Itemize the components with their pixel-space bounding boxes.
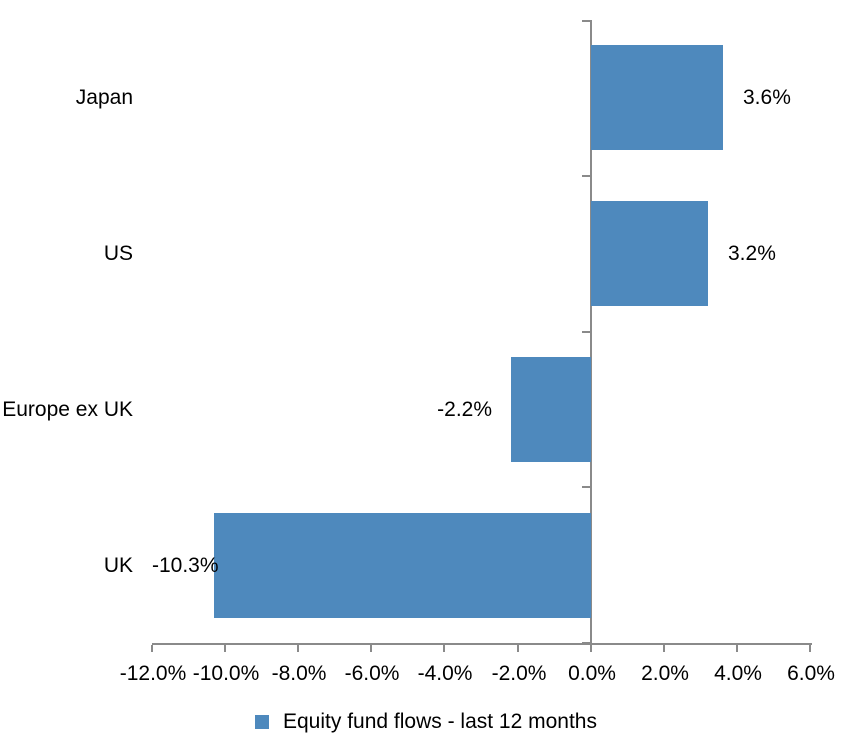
x-tick-label: -6.0% xyxy=(344,662,400,685)
x-axis-tick xyxy=(736,645,738,652)
x-axis-line xyxy=(152,643,812,645)
category-label: Europe ex UK xyxy=(2,398,133,421)
x-tick-label: -8.0% xyxy=(271,662,327,685)
x-tick-label: 4.0% xyxy=(714,662,762,685)
legend-swatch-icon xyxy=(255,715,269,729)
category-axis-tick xyxy=(582,175,590,177)
data-label: -2.2% xyxy=(437,398,492,421)
zero-axis-line xyxy=(590,20,592,645)
x-tick-label: 2.0% xyxy=(641,662,689,685)
x-axis-tick xyxy=(517,645,519,652)
legend: Equity fund flows - last 12 months xyxy=(0,709,852,735)
x-axis-tick xyxy=(663,645,665,652)
x-axis-tick xyxy=(809,645,811,652)
x-axis-tick xyxy=(224,645,226,652)
x-tick-label: -2.0% xyxy=(491,662,547,685)
category-axis-tick xyxy=(582,20,590,22)
x-tick-label: -10.0% xyxy=(192,662,260,685)
bar-japan xyxy=(591,45,723,150)
category-label: UK xyxy=(103,554,133,577)
bar-us xyxy=(591,201,708,306)
data-label: 3.6% xyxy=(743,86,791,109)
bar-europe-ex-uk xyxy=(511,357,591,462)
x-tick-label: -4.0% xyxy=(417,662,473,685)
legend-label: Equity fund flows - last 12 months xyxy=(283,710,597,733)
x-axis-tick xyxy=(151,645,153,652)
x-axis-tick xyxy=(370,645,372,652)
category-axis-tick xyxy=(582,642,590,644)
bar-uk xyxy=(214,513,591,618)
category-axis-tick xyxy=(582,331,590,333)
data-label: -10.3% xyxy=(152,554,219,577)
x-tick-label: 0.0% xyxy=(568,662,616,685)
x-axis-tick xyxy=(590,645,592,652)
category-label: US xyxy=(103,242,133,265)
data-label: 3.2% xyxy=(728,242,776,265)
x-axis-tick xyxy=(443,645,445,652)
x-tick-label: -12.0% xyxy=(119,662,187,685)
x-axis-tick xyxy=(297,645,299,652)
x-tick-label: 6.0% xyxy=(787,662,835,685)
category-label: Japan xyxy=(75,86,133,109)
category-axis-tick xyxy=(582,486,590,488)
